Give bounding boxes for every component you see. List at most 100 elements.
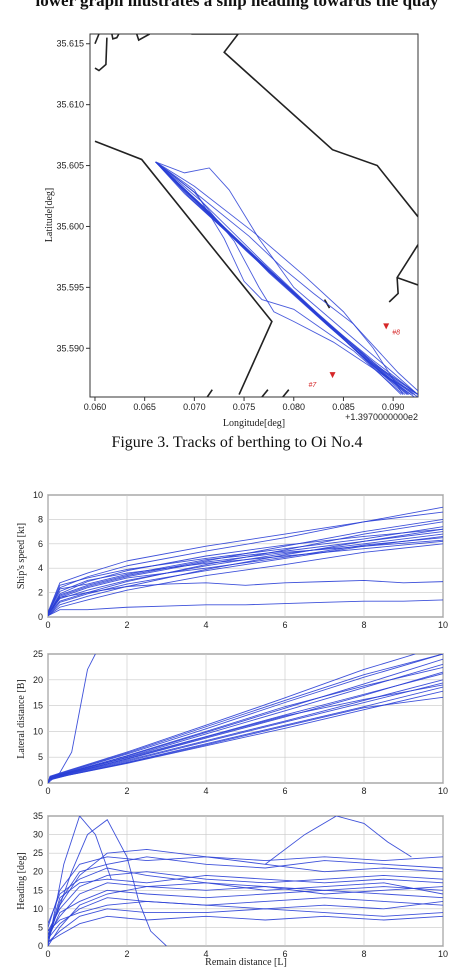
y-tick-label: 20 (33, 867, 43, 877)
series-line (48, 682, 443, 783)
series-line (48, 506, 443, 614)
y-axis-ticks: 0 2 4 6 8 10 (33, 490, 43, 622)
series-line (48, 526, 443, 614)
y-tick-label: 10 (33, 490, 43, 500)
series-line (48, 540, 443, 614)
ship-track (155, 161, 416, 395)
x-axis-ticks: 0.060 0.065 0.070 0.075 0.080 0.085 0.090 (84, 397, 405, 412)
y-tick-label: 6 (38, 539, 43, 549)
x-tick-label: 2 (124, 949, 129, 959)
y-tick-label: 4 (38, 563, 43, 573)
heading-chart: 0 2 4 6 8 10 0 5 10 15 20 25 30 35 Heading [deg] Rem… (16, 811, 448, 967)
ship-track (155, 161, 418, 395)
series-line (48, 521, 443, 615)
x-tick-label: 0.085 (332, 402, 355, 412)
coastline-segment (396, 276, 418, 286)
y-tick-label: 0 (38, 778, 43, 788)
series-line (48, 816, 112, 946)
heading-series (48, 816, 443, 946)
y-tick-label: 5 (38, 752, 43, 762)
x-axis-label: Remain distance [L] (205, 957, 287, 967)
series-line (48, 658, 443, 783)
y-tick-label: 8 (38, 514, 43, 524)
x-tick-label: 0 (45, 949, 50, 959)
x-tick-label: 8 (361, 786, 366, 796)
berth-marker (329, 372, 336, 379)
x-tick-label: 0 (45, 786, 50, 796)
x-tick-label: 0.075 (233, 402, 256, 412)
x-tick-label: 4 (203, 786, 208, 796)
x-tick-label: 4 (203, 949, 208, 959)
x-tick-label: 0 (45, 620, 50, 630)
coastline-segment (261, 389, 269, 397)
coastline-segment (94, 34, 100, 45)
berth-marker-label: #8 (392, 329, 400, 336)
series-line (48, 654, 96, 783)
series-line (48, 511, 443, 613)
series-line (48, 536, 443, 617)
header-text: lower graph illustrates a ship heading t… (35, 0, 439, 10)
y-axis-label: Lateral distance [B] (16, 679, 27, 758)
ship-tracks (155, 161, 418, 397)
series-line (48, 666, 443, 783)
series-line (48, 684, 443, 783)
y-tick-label: 15 (33, 701, 43, 711)
x-tick-label: 6 (282, 949, 287, 959)
x-tick-label: 10 (438, 786, 448, 796)
berth-marker (383, 323, 390, 330)
y-axis-ticks: 0 5 10 15 20 25 30 35 (33, 811, 43, 951)
x-tick-label: 8 (361, 949, 366, 959)
x-tick-label: 0.065 (133, 402, 156, 412)
series-line (48, 915, 443, 943)
figure-caption: Figure 3. Tracks of berthing to Oi No.4 (111, 434, 363, 451)
y-tick-label: 35.610 (56, 100, 84, 110)
y-tick-label: 35.605 (56, 161, 84, 171)
coastline-segment (191, 34, 418, 218)
y-tick-label: 2 (38, 588, 43, 598)
x-axis-label: Longitude[deg] (223, 418, 285, 429)
ship-track (155, 161, 408, 395)
speed-series (48, 506, 443, 617)
x-tick-label: 10 (438, 620, 448, 630)
series-line (48, 900, 443, 932)
x-tick-label: 10 (438, 949, 448, 959)
x-axis-ticks: 0 2 4 6 8 10 (45, 786, 448, 796)
y-tick-label: 10 (33, 726, 43, 736)
series-line (48, 528, 443, 614)
y-axis-ticks: 0 5 10 15 20 25 (33, 649, 43, 788)
y-tick-label: 35.600 (56, 221, 84, 231)
x-tick-label: 2 (124, 620, 129, 630)
series-line (48, 871, 443, 932)
series-line (48, 531, 443, 617)
series-line (48, 543, 443, 617)
y-tick-label: 10 (33, 904, 43, 914)
y-tick-label: 0 (38, 612, 43, 622)
x-tick-label: 4 (203, 620, 208, 630)
x-axis-ticks: 0 2 4 6 8 10 (45, 620, 448, 630)
ship-track (155, 161, 404, 395)
coastline-segment (282, 389, 290, 397)
ship-track (155, 161, 404, 395)
plot-frame (47, 815, 444, 947)
y-tick-label: 35.615 (56, 39, 84, 49)
series-line (48, 654, 416, 783)
series-line (48, 819, 167, 946)
x-tick-label: 0.060 (84, 402, 107, 412)
coastline-segment (206, 389, 213, 397)
y-axis-ticks: 35.590 35.595 35.600 35.605 35.610 35.615 (56, 39, 90, 353)
x-tick-label: 0.090 (382, 402, 405, 412)
x-tick-label: 0.070 (183, 402, 206, 412)
berth-markers: #7 #8 (309, 323, 400, 389)
y-tick-label: 35 (33, 811, 43, 821)
ship-track (155, 161, 418, 392)
coastline (94, 34, 418, 397)
y-axis-label: Heading [deg] (16, 852, 27, 909)
speed-chart: 0 2 4 6 8 10 0 2 4 6 8 10 Ship's speed [kt] (16, 490, 448, 630)
series-line (48, 539, 443, 615)
x-tick-label: 0.080 (282, 402, 305, 412)
series-line (48, 654, 443, 783)
y-axis-label: Ship's speed [kt] (16, 523, 27, 589)
series-line (48, 908, 443, 943)
ship-track (155, 161, 410, 395)
series-line (264, 816, 412, 865)
